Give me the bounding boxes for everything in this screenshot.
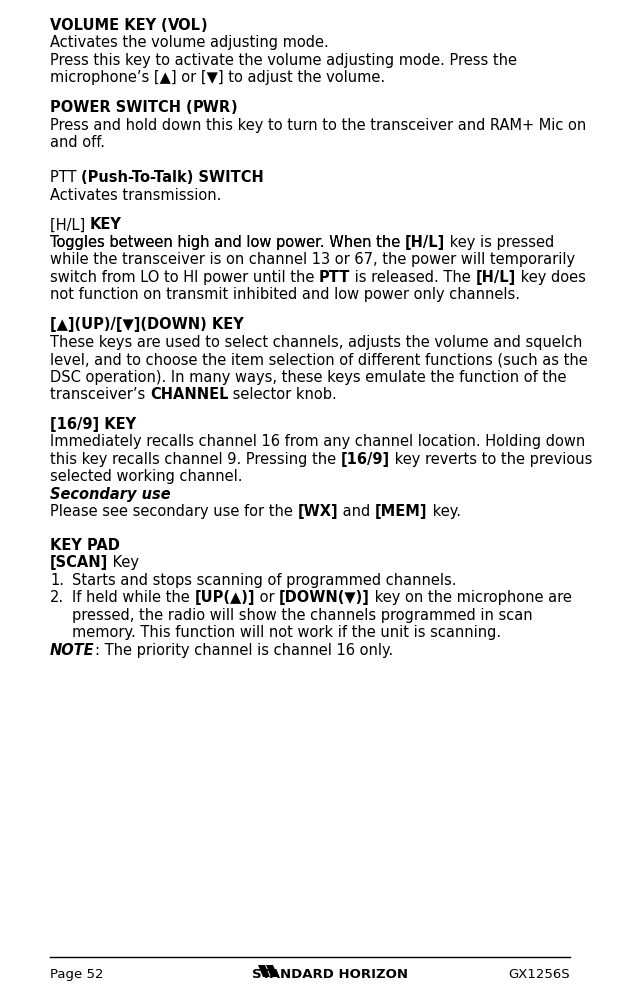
Text: Please see secondary use for the: Please see secondary use for the (50, 504, 298, 519)
Text: key reverts to the previous: key reverts to the previous (390, 451, 592, 466)
Text: [WX]: [WX] (298, 504, 338, 519)
Text: level, and to choose the item selection of different functions (such as the: level, and to choose the item selection … (50, 352, 588, 367)
Text: DSC operation). In many ways, these keys emulate the function of the: DSC operation). In many ways, these keys… (50, 370, 567, 385)
Text: this key recalls channel 9. Pressing the: this key recalls channel 9. Pressing the (50, 451, 341, 466)
Text: (: ( (186, 100, 193, 115)
Text: key.: key. (428, 504, 461, 519)
Text: 2.: 2. (50, 589, 64, 604)
Text: or: or (255, 589, 279, 604)
Polygon shape (266, 965, 278, 977)
Polygon shape (258, 965, 270, 977)
Text: [H/L]: [H/L] (405, 235, 445, 249)
Text: These keys are used to select channels, adjusts the volume and squelch: These keys are used to select channels, … (50, 334, 582, 350)
Text: [16/9]: [16/9] (341, 451, 390, 466)
Text: PWR: PWR (193, 100, 231, 115)
Text: microphone’s [▲] or [▼] to adjust the volume.: microphone’s [▲] or [▼] to adjust the vo… (50, 71, 385, 85)
Text: [H/L]: [H/L] (476, 269, 516, 284)
Text: key does: key does (516, 269, 586, 284)
Text: memory. This function will not work if the unit is scanning.: memory. This function will not work if t… (72, 624, 501, 639)
Text: VOLUME KEY: VOLUME KEY (50, 18, 161, 33)
Text: [H/L]: [H/L] (50, 218, 90, 233)
Text: pressed, the radio will show the channels programmed in scan: pressed, the radio will show the channel… (72, 607, 533, 622)
Text: Press this key to activate the volume adjusting mode. Press the: Press this key to activate the volume ad… (50, 53, 517, 68)
Text: VOL: VOL (168, 18, 201, 33)
Text: If held while the: If held while the (72, 589, 195, 604)
Text: transceiver’s: transceiver’s (50, 387, 150, 402)
Text: is released. The: is released. The (350, 269, 476, 284)
Text: [DOWN(▼)]: [DOWN(▼)] (279, 589, 370, 604)
Text: Activates the volume adjusting mode.: Activates the volume adjusting mode. (50, 36, 329, 51)
Text: Activates transmission.: Activates transmission. (50, 188, 221, 203)
Text: ): ) (201, 18, 208, 33)
Text: 1.: 1. (50, 573, 64, 587)
Text: Secondary use: Secondary use (50, 486, 170, 502)
Text: [MEM]: [MEM] (375, 504, 428, 519)
Text: not function on transmit inhibited and low power only channels.: not function on transmit inhibited and l… (50, 287, 520, 302)
Text: Starts and stops scanning of programmed channels.: Starts and stops scanning of programmed … (72, 573, 456, 587)
Text: Press and hold down this key to turn to the transceiver and RAM+ Mic on: Press and hold down this key to turn to … (50, 117, 587, 132)
Text: [16/9] KEY: [16/9] KEY (50, 416, 136, 431)
Text: CHANNEL: CHANNEL (150, 387, 228, 402)
Text: [SCAN]: [SCAN] (50, 555, 108, 570)
Text: NOTE: NOTE (50, 642, 95, 657)
Text: KEY PAD: KEY PAD (50, 537, 120, 553)
Text: and: and (338, 504, 375, 519)
Text: PTT: PTT (319, 269, 350, 284)
Text: Toggles between high and low power. When the: Toggles between high and low power. When… (50, 235, 405, 249)
Text: Immediately recalls channel 16 from any channel location. Holding down: Immediately recalls channel 16 from any … (50, 434, 585, 449)
Text: while the transceiver is on channel 13 or 67, the power will temporarily: while the transceiver is on channel 13 o… (50, 252, 575, 267)
Text: PTT: PTT (50, 170, 81, 185)
Text: [UP(▲)]: [UP(▲)] (195, 589, 255, 604)
Text: ): ) (231, 100, 237, 115)
Text: (Push-To-Talk) SWITCH: (Push-To-Talk) SWITCH (81, 170, 264, 185)
Text: KEY: KEY (90, 218, 122, 233)
Text: selector knob.: selector knob. (228, 387, 337, 402)
Text: Key: Key (108, 555, 140, 570)
Text: key is pressed: key is pressed (445, 235, 554, 249)
Text: STANDARD HORIZON: STANDARD HORIZON (252, 967, 408, 980)
Text: GX1256S: GX1256S (508, 967, 570, 980)
Text: selected working channel.: selected working channel. (50, 469, 242, 484)
Text: [▲](UP)/[▼](DOWN) KEY: [▲](UP)/[▼](DOWN) KEY (50, 317, 244, 332)
Text: and off.: and off. (50, 135, 105, 150)
Text: Page 52: Page 52 (50, 967, 104, 980)
Text: : The priority channel is channel 16 only.: : The priority channel is channel 16 onl… (95, 642, 393, 657)
Text: key on the microphone are: key on the microphone are (370, 589, 572, 604)
Text: (: ( (161, 18, 168, 33)
Text: switch from LO to HI power until the: switch from LO to HI power until the (50, 269, 319, 284)
Text: Toggles between high and low power. When the: Toggles between high and low power. When… (50, 235, 405, 249)
Text: POWER SWITCH: POWER SWITCH (50, 100, 186, 115)
